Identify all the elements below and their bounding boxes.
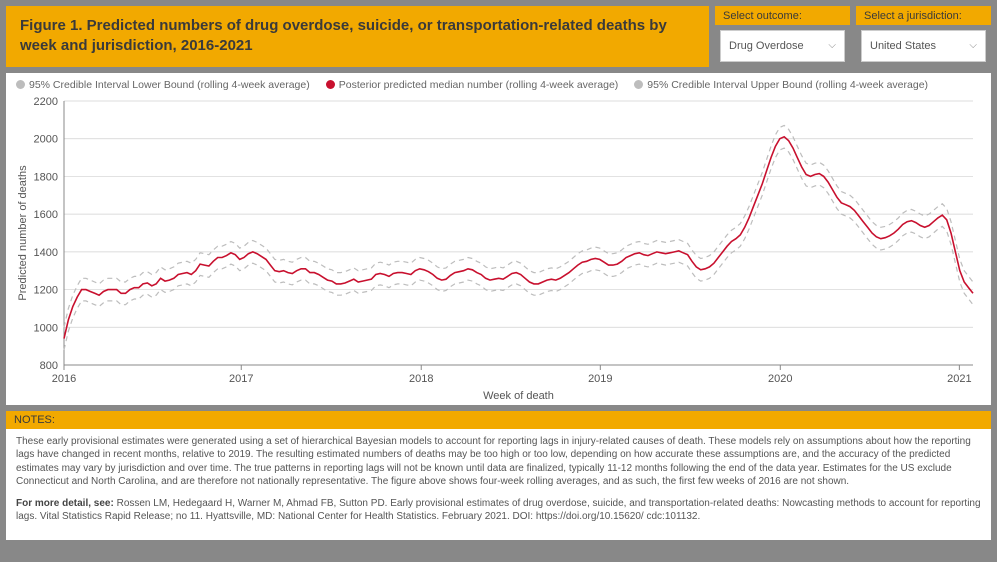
notes-header: NOTES:	[6, 411, 991, 429]
svg-text:Predicted number of deaths: Predicted number of deaths	[17, 164, 29, 300]
top-row: Figure 1. Predicted numbers of drug over…	[6, 6, 991, 67]
notes-panel: NOTES: These early provisional estimates…	[6, 411, 991, 540]
notes-body: These early provisional estimates were g…	[6, 429, 991, 524]
circle-icon	[326, 80, 335, 89]
outcome-selector-value: Drug Overdose	[729, 40, 804, 52]
svg-text:2020: 2020	[768, 373, 792, 385]
svg-text:2018: 2018	[409, 373, 433, 385]
svg-text:1200: 1200	[34, 284, 58, 296]
svg-text:2019: 2019	[588, 373, 612, 385]
svg-text:1400: 1400	[34, 246, 58, 258]
line-chart: 800 1000 1200 1400 1600 1800 2000 2200 2016 2017 2…	[12, 93, 983, 403]
legend-item-upper: 95% Credible Interval Upper Bound (rolli…	[634, 79, 928, 91]
svg-text:2000: 2000	[34, 133, 58, 145]
chart-panel: 95% Credible Interval Lower Bound (rolli…	[6, 73, 991, 405]
legend-lower-label: 95% Credible Interval Lower Bound (rolli…	[29, 79, 310, 91]
svg-text:1600: 1600	[34, 209, 58, 221]
svg-text:2200: 2200	[34, 96, 58, 108]
svg-text:Week of death: Week of death	[483, 390, 554, 402]
notes-citation-text: Rossen LM, Hedegaard H, Warner M, Ahmad …	[16, 498, 981, 523]
jurisdiction-selector-panel: Select a jurisdiction: United States ⌵	[856, 6, 991, 67]
chart-legend: 95% Credible Interval Lower Bound (rolli…	[12, 77, 985, 93]
outcome-selector[interactable]: Drug Overdose ⌵	[720, 30, 845, 62]
figure-title: Figure 1. Predicted numbers of drug over…	[6, 6, 709, 67]
notes-paragraph-1: These early provisional estimates were g…	[16, 435, 981, 489]
jurisdiction-selector-label: Select a jurisdiction:	[856, 6, 991, 25]
jurisdiction-selector[interactable]: United States ⌵	[861, 30, 986, 62]
legend-item-lower: 95% Credible Interval Lower Bound (rolli…	[16, 79, 310, 91]
svg-text:2021: 2021	[947, 373, 971, 385]
notes-citation-label: For more detail, see:	[16, 498, 114, 509]
outcome-selector-panel: Select outcome: Drug Overdose ⌵	[715, 6, 850, 67]
circle-icon	[16, 80, 25, 89]
svg-text:800: 800	[40, 360, 58, 372]
svg-text:2017: 2017	[229, 373, 253, 385]
outcome-selector-label: Select outcome:	[715, 6, 850, 25]
svg-text:1000: 1000	[34, 322, 58, 334]
legend-upper-label: 95% Credible Interval Upper Bound (rolli…	[647, 79, 928, 91]
dashboard-frame: Figure 1. Predicted numbers of drug over…	[6, 6, 991, 540]
svg-text:1800: 1800	[34, 171, 58, 183]
chevron-down-icon: ⌵	[828, 40, 836, 51]
chevron-down-icon: ⌵	[969, 40, 977, 51]
svg-text:2016: 2016	[52, 373, 76, 385]
jurisdiction-selector-value: United States	[870, 40, 936, 52]
circle-icon	[634, 80, 643, 89]
notes-paragraph-2: For more detail, see: Rossen LM, Hedegaa…	[16, 497, 981, 524]
legend-median-label: Posterior predicted median number (rolli…	[339, 79, 619, 91]
legend-item-median: Posterior predicted median number (rolli…	[326, 79, 619, 91]
